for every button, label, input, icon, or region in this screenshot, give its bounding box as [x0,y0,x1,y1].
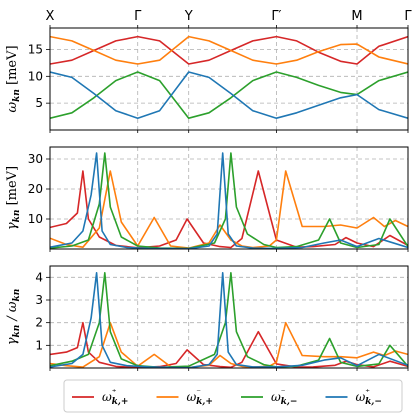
legend-label: ω⁺ k,+ [102,388,128,407]
legend: ω⁺ k,+ ω⁻ k,+ ω⁻ k,− ω⁺ k,− [63,379,403,413]
axes-frame [49,146,409,250]
panel-ratio: 1 2 3 4 γkn / ωkn [5,265,409,371]
legend-item-mp: ω⁻ k,+ [156,388,213,407]
series-line-mp [50,170,408,249]
axes-frame [49,265,409,369]
series-line-mp [50,35,408,65]
legend-label: ω⁻ k,− [271,388,297,407]
y-tick-label: 20 [28,182,43,196]
high-symmetry-label: Γ′ [271,9,281,24]
high-symmetry-label: Y [184,9,193,24]
legend-item-pm: ω⁺ k,− [325,388,382,407]
panel-linewidth: 10 20 30 γkn [meV] [5,146,409,252]
y-axis-label: γkn / ωkn [5,289,22,346]
y-tick-label: 10 [28,69,43,83]
high-symmetry-label: M [351,9,362,24]
legend-item-pp: ω⁺ k,+ [72,388,128,407]
series-line-pm [50,272,408,368]
legend-frame [63,379,403,413]
series-line-pm [50,71,408,119]
panel-dispersion: 5 10 15 ωkn [meV] X Γ Y Γ′ M Γ [5,9,412,133]
legend-label: ω⁺ k,− [356,388,382,407]
y-tick-label: 15 [28,42,43,56]
y-tick-label: 30 [28,152,43,166]
series-line-mm [50,272,408,368]
series-line-mm [50,71,408,119]
y-tick-label: 5 [35,96,43,110]
high-symmetry-label: Γ [134,9,142,24]
y-tick-label: 2 [35,316,43,330]
high-symmetry-label: X [46,9,55,24]
legend-item-mm: ω⁻ k,− [241,388,297,407]
axes-frame [49,27,409,131]
y-axis-label: ωkn [meV] [5,45,22,112]
series-line-pp [50,170,408,249]
high-symmetry-label: Γ [404,9,412,24]
y-tick-label: 1 [35,338,43,352]
y-axis-label: γkn [meV] [5,166,22,230]
legend-label: ω⁻ k,+ [187,388,213,407]
y-tick-label: 10 [28,212,43,226]
y-tick-label: 3 [35,293,43,307]
series-line-pm [50,152,408,249]
y-tick-label: 4 [35,270,43,284]
series-line-mm [50,152,408,249]
